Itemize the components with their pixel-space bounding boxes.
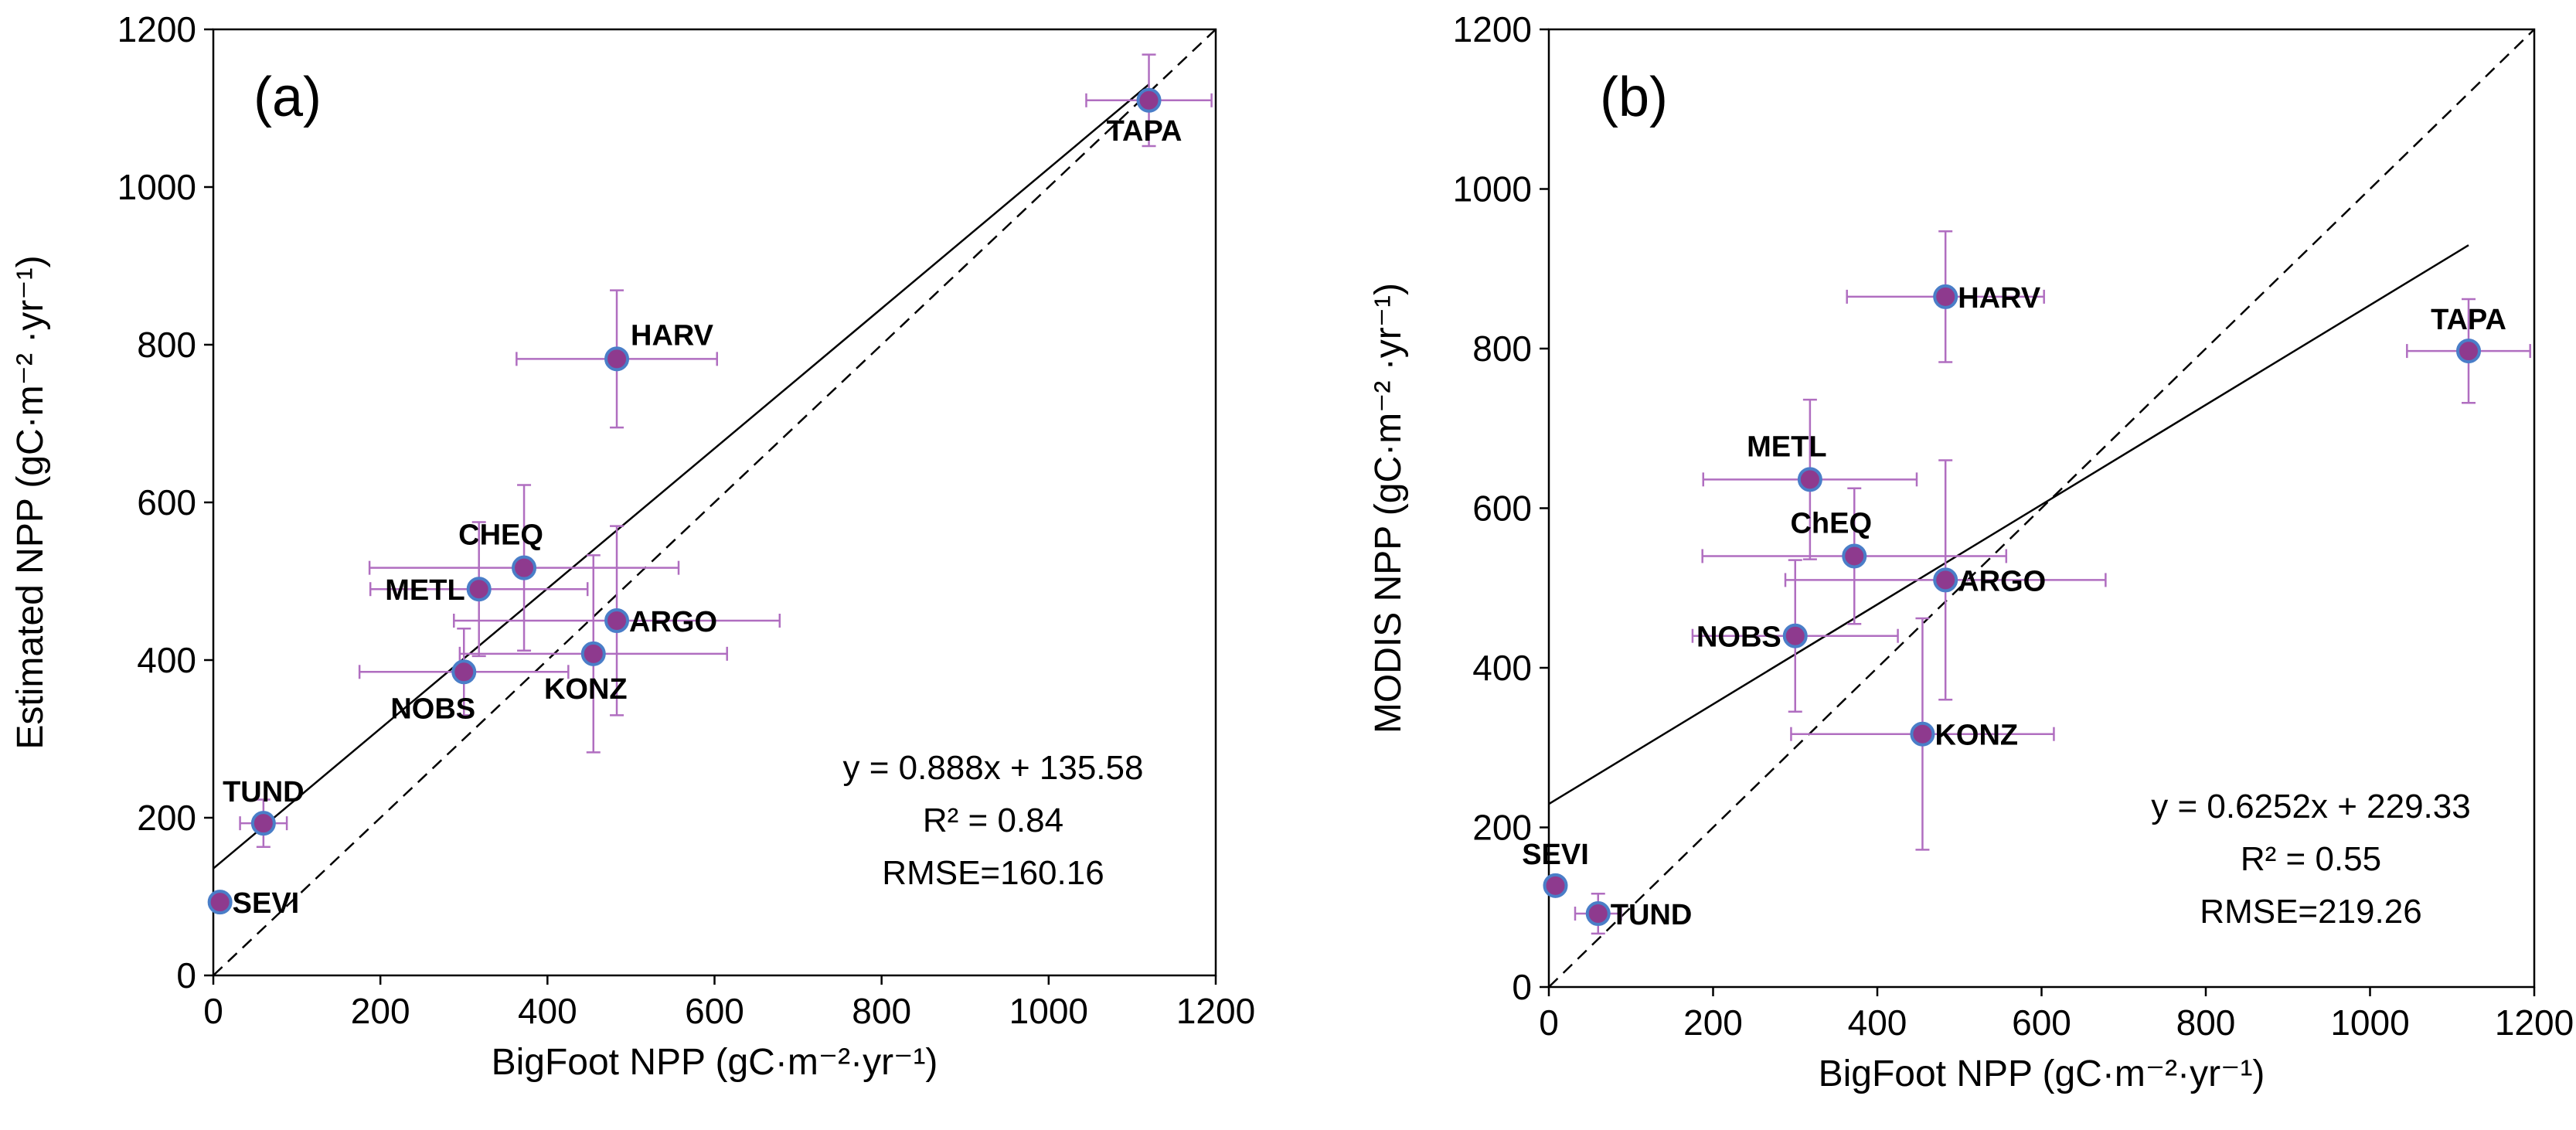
- regression-annotation: R² = 0.55: [2241, 840, 2381, 878]
- regression-annotation: y = 0.6252x + 229.33: [2151, 788, 2470, 825]
- site-label-konz: KONZ: [544, 673, 628, 706]
- x-tick-label: 600: [2012, 1002, 2071, 1043]
- x-axis-title: BigFoot NPP (gC·m⁻²·yr⁻¹): [492, 1042, 938, 1083]
- site-label-sevi: SEVI: [233, 887, 300, 920]
- x-tick-label: 200: [351, 991, 410, 1031]
- x-tick-label: 1200: [2495, 1002, 2574, 1043]
- panel-label: (b): [1600, 66, 1668, 128]
- regression-annotation: R² = 0.84: [923, 802, 1063, 839]
- y-axis-title: MODIS NPP (gC·m⁻² ·yr⁻¹): [1368, 283, 1409, 733]
- site-label-konz: KONZ: [1935, 720, 2018, 752]
- y-tick-label: 1000: [1453, 169, 1532, 209]
- data-point-sevi: [207, 890, 233, 915]
- data-point-konz: [1910, 721, 1935, 747]
- data-point-sevi: [1543, 873, 1568, 898]
- site-label-tapa: TAPA: [2431, 304, 2506, 336]
- panel-a: 0 200 400 600 800 1000 1200 0 200 400 600 800 1000 12…: [10, 9, 1255, 1083]
- x-tick-label: 600: [685, 991, 744, 1031]
- data-point-metl: [466, 577, 492, 602]
- data-point-argo: [1933, 567, 1958, 593]
- site-label-nobs: NOBS: [390, 693, 475, 725]
- site-label-metl: METL: [385, 574, 464, 607]
- data-point-tapa: [1136, 87, 1162, 113]
- panel-b: 0 200 400 600 800 1000 1200 0 200 400 600 800 1000 12…: [1368, 9, 2574, 1094]
- site-label-nobs: NOBS: [1696, 621, 1781, 654]
- y-tick-label: 200: [1472, 808, 1532, 848]
- x-axis-title: BigFoot NPP (gC·m⁻²·yr⁻¹): [1819, 1053, 2265, 1094]
- site-label-cheq: ChEQ: [1790, 507, 1872, 539]
- x-tick-label: 1200: [1176, 991, 1255, 1031]
- data-point-argo: [604, 608, 630, 633]
- data-point-cheq: [1842, 543, 1867, 569]
- site-label-harv: HARV: [1958, 282, 2041, 315]
- x-tick-label: 200: [1683, 1002, 1743, 1043]
- site-label-harv: HARV: [631, 319, 714, 352]
- one-to-one-line: [213, 29, 1217, 976]
- data-point-tapa: [2456, 339, 2481, 364]
- site-label-cheq: CHEQ: [458, 519, 543, 552]
- x-tick-label: 400: [518, 991, 577, 1031]
- y-tick-label: 400: [1472, 648, 1532, 688]
- y-tick-label: 1000: [117, 167, 196, 207]
- data-point-cheq: [512, 555, 537, 580]
- y-tick-label: 0: [176, 955, 196, 996]
- y-tick-label: 800: [137, 325, 196, 365]
- data-point-nobs: [451, 659, 477, 685]
- y-tick-label: 200: [137, 798, 196, 838]
- y-axis-title: Estimated NPP (gC·m⁻² ·yr⁻¹): [10, 255, 51, 749]
- site-label-sevi: SEVI: [1522, 839, 1589, 871]
- data-point-tund: [1585, 901, 1611, 927]
- regression-annotation: RMSE=219.26: [2200, 893, 2421, 931]
- data-point-konz: [580, 641, 606, 666]
- x-tick-label: 800: [2176, 1002, 2236, 1043]
- site-label-argo: ARGO: [629, 606, 717, 638]
- regression-line: [213, 83, 1150, 870]
- regression-annotation: y = 0.888x + 135.58: [843, 749, 1144, 787]
- x-tick-label: 800: [852, 991, 911, 1031]
- site-label-tund: TUND: [1611, 899, 1693, 931]
- x-tick-label: 1000: [2330, 1002, 2409, 1043]
- site-label-metl: METL: [1747, 431, 1826, 463]
- y-tick-label: 800: [1472, 328, 1532, 369]
- y-tick-label: 1200: [117, 9, 196, 49]
- x-tick-label: 400: [1848, 1002, 1907, 1043]
- y-tick-label: 1200: [1453, 9, 1532, 49]
- x-tick-label: 1000: [1009, 991, 1088, 1031]
- y-tick-label: 400: [137, 640, 196, 680]
- x-tick-label: 0: [1539, 1002, 1559, 1043]
- x-tick-label: 0: [203, 991, 223, 1031]
- site-label-tapa: TAPA: [1107, 115, 1183, 148]
- y-tick-label: 0: [1512, 967, 1532, 1007]
- site-label-argo: ARGO: [1958, 565, 2046, 597]
- data-point-tund: [250, 811, 276, 836]
- site-label-tund: TUND: [223, 776, 305, 808]
- data-point-harv: [1933, 284, 1958, 309]
- y-tick-label: 600: [137, 482, 196, 522]
- panel-label: (a): [254, 66, 322, 128]
- regression-line: [1548, 244, 2469, 805]
- regression-annotation: RMSE=160.16: [882, 854, 1104, 892]
- one-to-one-line: [1548, 29, 2535, 988]
- data-point-harv: [604, 346, 630, 372]
- data-point-nobs: [1782, 623, 1808, 648]
- data-point-metl: [1797, 467, 1822, 492]
- y-tick-label: 600: [1472, 488, 1532, 529]
